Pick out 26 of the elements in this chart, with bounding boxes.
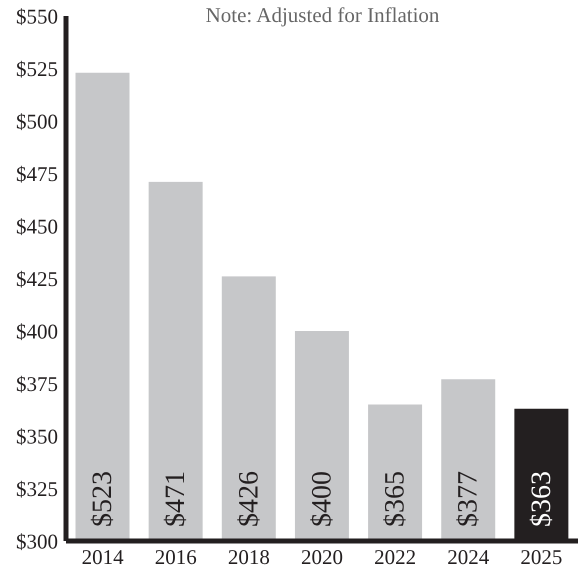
- y-tick-label: $525: [16, 56, 58, 81]
- x-tick-label: 2025: [520, 544, 562, 569]
- x-tick-label: 2014: [82, 544, 124, 569]
- x-tick-label: 2022: [374, 544, 416, 569]
- y-tick-label: $500: [16, 109, 58, 134]
- y-tick-label: $425: [16, 266, 58, 291]
- data-label: $363: [526, 471, 557, 527]
- y-tick-label: $375: [16, 372, 58, 396]
- y-tick-label: $400: [16, 319, 58, 344]
- annotation: Note: Adjusted for Inflation: [204, 2, 440, 28]
- x-tick-label: 2016: [154, 544, 197, 569]
- y-tick-label: $350: [16, 424, 58, 448]
- data-label: $523: [87, 471, 118, 527]
- data-label: $365: [380, 471, 411, 527]
- data-label: $471: [160, 471, 192, 527]
- x-tick-label: 2018: [228, 544, 270, 569]
- y-tick-label: $475: [16, 162, 58, 186]
- data-label: $400: [306, 471, 338, 527]
- y-tick-label: $450: [16, 214, 58, 238]
- y-tick-label: $325: [16, 476, 58, 501]
- y-tick-label: $300: [16, 529, 58, 554]
- y-tick-label: $550: [16, 4, 58, 28]
- data-label: $426: [233, 471, 264, 527]
- x-tick-label: 2024: [447, 544, 490, 569]
- data-label: $377: [452, 471, 484, 527]
- x-tick-label: 2020: [301, 544, 343, 569]
